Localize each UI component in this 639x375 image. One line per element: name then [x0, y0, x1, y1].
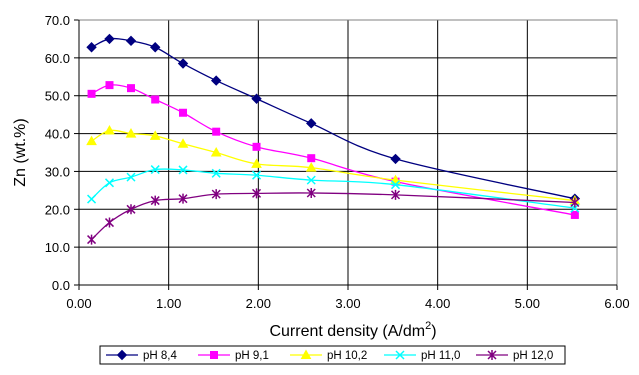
data-point [210, 75, 222, 86]
data-point [395, 350, 405, 360]
legend-item: pH 9,1 [198, 350, 269, 362]
data-point [125, 35, 137, 47]
y-tick-label: 60.0 [45, 51, 70, 66]
data-point [126, 204, 136, 215]
x-tick-label: 5.00 [515, 296, 540, 311]
series-line [91, 129, 575, 202]
data-point [178, 165, 188, 175]
x-tick-label: 4.00 [425, 296, 450, 311]
y-tick-label: 40.0 [45, 127, 70, 142]
x-axis-title-suffix: ) [431, 323, 436, 340]
x-tick-label: 3.00 [335, 296, 360, 311]
data-point [150, 42, 161, 53]
data-point [150, 195, 160, 206]
data-point [390, 180, 401, 190]
series-5 [87, 188, 580, 245]
legend-item: pH 8,4 [106, 349, 177, 362]
x-axis-title: Current density (A/dm2) [269, 320, 436, 340]
y-tick-label: 0.0 [52, 278, 70, 293]
series-2 [87, 81, 579, 219]
data-point [177, 58, 189, 69]
data-point [252, 188, 262, 199]
x-tick-label: 0.00 [66, 296, 91, 311]
series-line [91, 37, 575, 200]
data-point [125, 128, 137, 138]
data-point [307, 154, 316, 163]
data-point [212, 127, 221, 136]
data-point [151, 95, 160, 104]
data-point [390, 153, 401, 165]
legend-box [99, 345, 566, 365]
data-point [178, 193, 188, 204]
y-tick-label: 70.0 [45, 13, 70, 28]
data-point [210, 351, 218, 359]
data-point [300, 349, 312, 359]
legend-label: pH 8,4 [143, 350, 177, 362]
data-point [126, 172, 136, 182]
series-line [91, 84, 575, 216]
x-tick-label: 2.00 [246, 296, 271, 311]
data-point [251, 158, 262, 168]
data-point [150, 165, 160, 175]
y-tick-label: 50.0 [45, 89, 70, 104]
data-point [306, 118, 317, 129]
y-tick-label: 30.0 [45, 164, 70, 179]
series-4 [87, 165, 580, 213]
y-tick-label: 10.0 [45, 240, 70, 255]
data-point [570, 197, 580, 208]
data-point [104, 33, 115, 45]
x-axis-title-superscript: 2 [425, 320, 431, 332]
axes [74, 19, 618, 290]
data-point [390, 189, 401, 200]
data-point [105, 81, 114, 90]
legend-item: pH 12,0 [476, 350, 553, 362]
data-point [179, 108, 188, 117]
series-line [91, 192, 575, 241]
data-point [127, 84, 136, 93]
data-point [116, 349, 128, 361]
data-point [104, 125, 115, 135]
data-point [210, 146, 222, 157]
y-axis-title: Zn (wt.%) [12, 118, 29, 186]
legend-label: pH 12,0 [513, 350, 553, 362]
data-point [306, 188, 316, 199]
legend-label: pH 11,0 [421, 350, 460, 362]
data-point [87, 194, 97, 204]
data-point [104, 217, 115, 228]
data-point [252, 142, 261, 151]
data-point [177, 138, 189, 148]
data-point [104, 178, 115, 188]
data-point [305, 162, 317, 172]
series-1 [86, 33, 581, 204]
data-point [211, 189, 221, 200]
data-point [251, 93, 262, 104]
x-tick-label: 1.00 [156, 296, 181, 311]
legend: pH 8,4 pH 9,1 pH 10,2 pH 11,0 pH 12,0 [99, 345, 566, 365]
data-point [87, 234, 97, 245]
legend-item: pH 10,2 [290, 349, 367, 362]
data-point [149, 130, 161, 140]
data-point [86, 135, 97, 146]
data-point [87, 89, 96, 98]
legend-label: pH 9,1 [235, 350, 269, 362]
tick-labels: 0.0 10.0 20.0 30.0 40.0 50.0 60.0 70.0 0.00 1.00 2… [45, 13, 630, 311]
data-point [487, 350, 497, 360]
legend-label: pH 10,2 [327, 350, 367, 362]
x-axis-title-main: Current density (A/dm [269, 323, 425, 340]
data-point [86, 42, 97, 53]
x-tick-label: 6.00 [604, 296, 629, 311]
data-point [252, 170, 262, 180]
legend-item: pH 11,0 [384, 350, 460, 362]
grid [78, 19, 618, 286]
data-point [306, 175, 316, 185]
data-point [211, 168, 221, 178]
y-tick-label: 20.0 [45, 202, 70, 217]
data-point [570, 210, 579, 219]
series-lines [86, 33, 581, 245]
